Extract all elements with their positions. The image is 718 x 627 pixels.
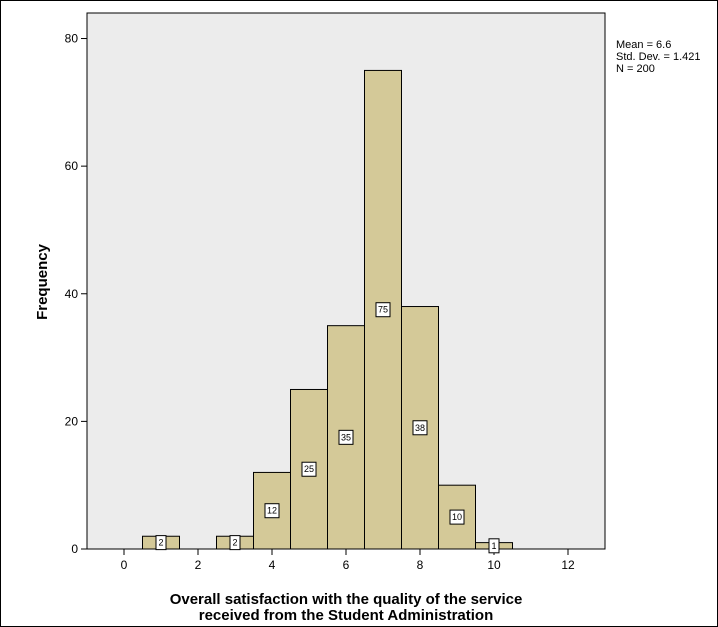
stats-std-dev: Std. Dev. = 1.421 (616, 51, 701, 63)
x-tick-label: 12 (561, 558, 575, 572)
x-tick-label: 4 (269, 558, 276, 572)
data-label-text: 1 (491, 541, 496, 551)
data-label: 12 (264, 503, 280, 519)
data-label: 10 (449, 509, 465, 525)
data-label-text: 2 (232, 538, 237, 548)
x-axis-title-line-2: received from the Student Administration (199, 607, 494, 624)
data-label-text: 75 (378, 305, 388, 315)
x-tick-label: 8 (417, 558, 424, 572)
data-label-text: 2 (158, 538, 163, 548)
data-label: 2 (229, 535, 241, 551)
data-label-box (229, 535, 241, 551)
data-label: 35 (338, 429, 354, 445)
data-label-box (155, 535, 167, 551)
x-tick-label: 0 (121, 558, 128, 572)
data-labels-group: 2 2 12 25 35 75 38 10 1 (155, 302, 500, 554)
data-label-box (375, 302, 391, 318)
data-label: 38 (412, 420, 428, 436)
y-tick-label: 40 (65, 287, 79, 301)
x-tick-label: 6 (343, 558, 350, 572)
stats-n: N = 200 (616, 63, 655, 75)
stats-mean: Mean = 6.6 (616, 39, 671, 51)
y-tick-label: 80 (65, 32, 79, 46)
y-tick-label: 20 (65, 414, 79, 428)
data-label-text: 25 (304, 464, 314, 474)
data-label-box (449, 509, 465, 525)
data-label-text: 38 (415, 423, 425, 433)
data-label-box (488, 538, 500, 554)
data-label-text: 10 (452, 512, 462, 522)
data-label: 2 (155, 535, 167, 551)
y-tick-label: 60 (65, 159, 79, 173)
x-axis: 0 2 4 6 8 10 12 (121, 549, 575, 572)
y-axis-title: Frequency (34, 243, 51, 320)
data-label-box (412, 420, 428, 436)
data-label-box (301, 461, 317, 477)
stats-box: Mean = 6.6 Std. Dev. = 1.421 N = 200 (616, 39, 701, 75)
x-tick-label: 2 (195, 558, 202, 572)
y-axis: 0 20 40 60 80 (65, 32, 87, 556)
data-label-box (264, 503, 280, 519)
data-label: 75 (375, 302, 391, 318)
data-label-box (338, 429, 354, 445)
y-tick-label: 0 (71, 542, 78, 556)
data-label-text: 35 (341, 432, 351, 442)
data-label-text: 12 (267, 506, 277, 516)
data-label: 1 (488, 538, 500, 554)
data-label: 25 (301, 461, 317, 477)
x-tick-label: 10 (487, 558, 501, 572)
x-axis-title-line-1: Overall satisfaction with the quality of… (170, 591, 523, 608)
